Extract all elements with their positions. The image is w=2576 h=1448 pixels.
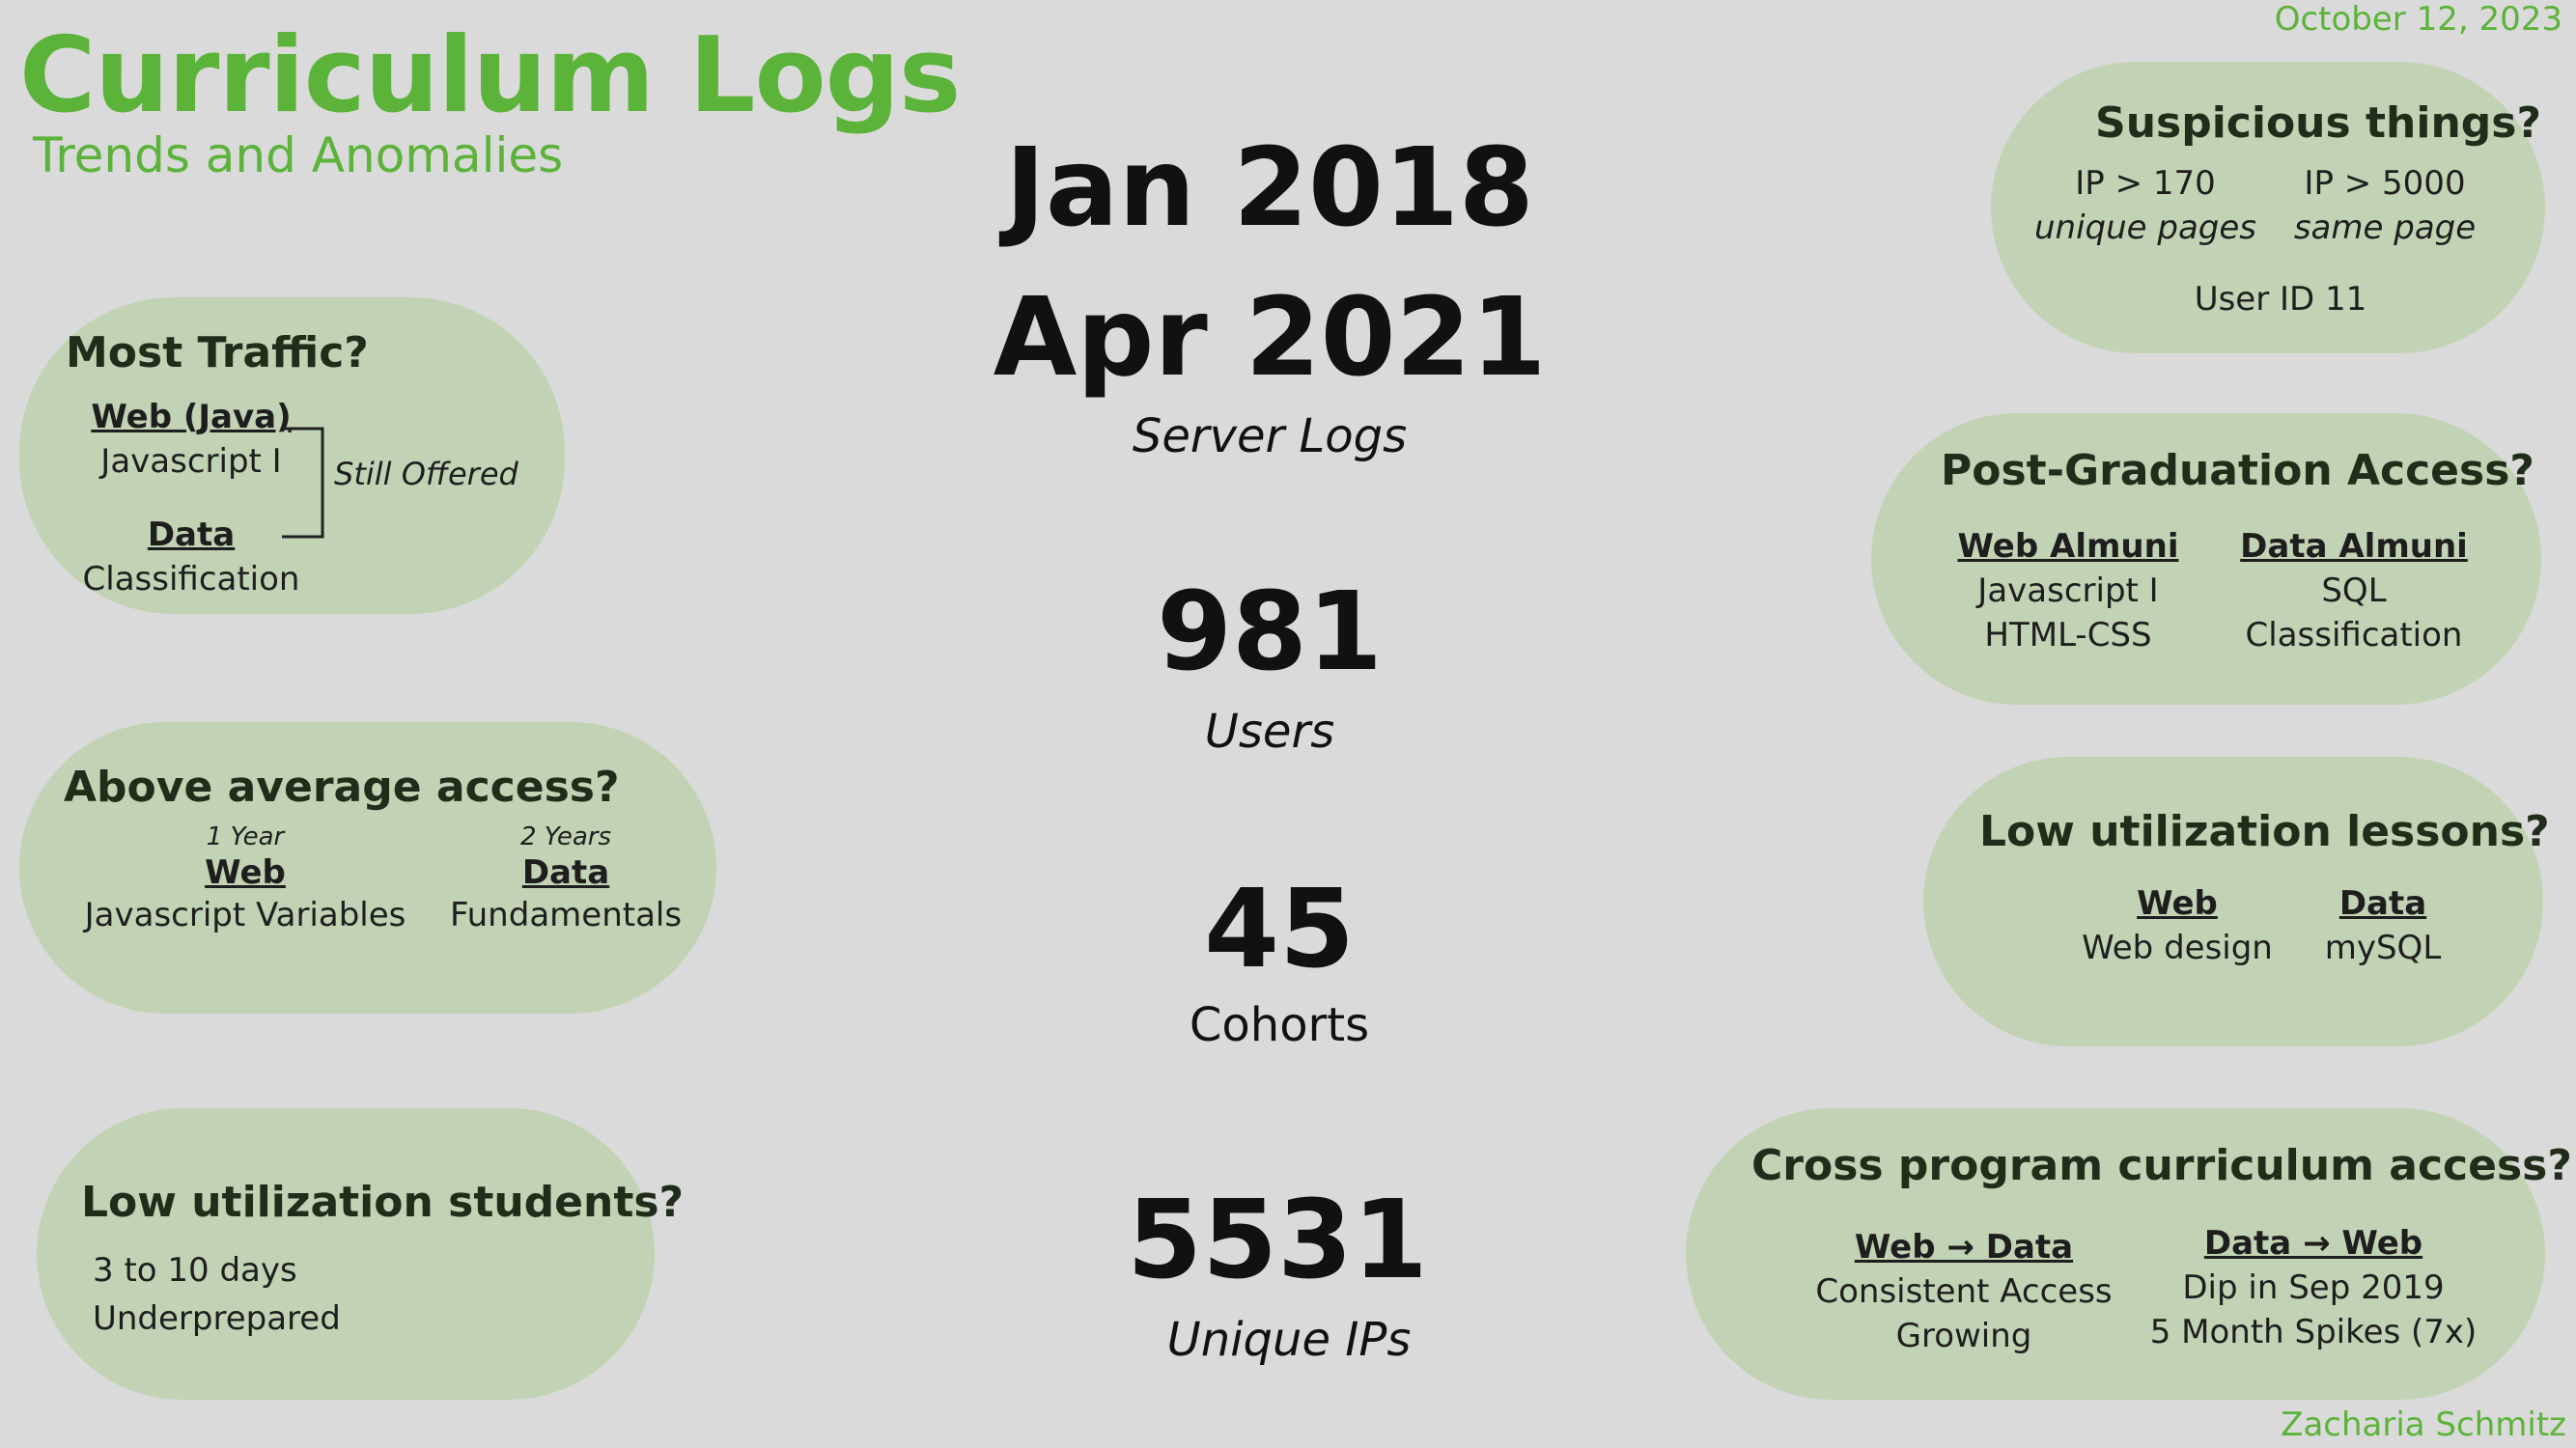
page-title: Curriculum Logs [19,15,961,136]
above-average-data-item: Fundamentals [449,896,683,934]
most-traffic-web-item: Javascript I [100,442,282,481]
low-lessons-data-label: Data [2338,884,2427,923]
post-grad-web-item2: HTML-CSS [1984,616,2152,654]
above-average-card: Above average access? 1 Year Web Javascr… [19,722,716,1014]
start-date: Jan 2018 [1005,125,1534,251]
still-offered-note: Still Offered [334,456,518,492]
low-students-heading: Low utilization students? [81,1178,685,1227]
post-grad-web-label: Web Almuni [1957,527,2179,566]
post-grad-data-label: Data Almuni [2240,527,2468,566]
cross-col2-label: Data → Web [2203,1224,2423,1263]
low-students-line1: 3 to 10 days [93,1251,297,1290]
above-average-web-item: Javascript Variables [84,896,406,934]
suspicious-heading: Suspicious things? [2095,98,2541,148]
most-traffic-heading: Most Traffic? [66,328,369,377]
post-grad-heading: Post-Graduation Access? [1941,446,2534,495]
post-grad-data-item2: Classification [2245,616,2463,654]
bracket-connector [282,427,324,539]
suspicious-col2-line1: IP > 5000 [2304,164,2466,203]
report-date: October 12, 2023 [2274,0,2562,39]
ips-caption: Unique IPs [1166,1313,1412,1367]
post-grad-web-item1: Javascript I [1977,571,2159,610]
end-date: Apr 2021 [993,275,1547,401]
low-lessons-heading: Low utilization lessons? [1979,807,2550,856]
above-average-web-label: Web [205,853,286,892]
page-subtitle: Trends and Anomalies [33,127,564,183]
users-value: 981 [1157,570,1383,695]
above-average-data-label: Data [521,853,610,892]
cohorts-caption: Cohorts [1189,998,1370,1052]
low-students-line2: Underprepared [93,1299,341,1338]
ips-value: 5531 [1127,1178,1428,1303]
cross-col1-label: Web → Data [1854,1228,2074,1267]
low-lessons-web-label: Web [2137,884,2218,923]
post-grad-data-item1: SQL [2321,571,2387,610]
most-traffic-data-item: Classification [82,560,300,599]
cross-col1-item2: Growing [1895,1317,2032,1355]
low-utilization-students-card: Low utilization students? 3 to 10 days U… [37,1108,684,1400]
most-traffic-web-label: Web (Java) [91,398,292,436]
suspicious-footer: User ID 11 [2194,280,2367,319]
suspicious-col2-line2: same page [2293,209,2477,247]
low-utilization-lessons-card: Low utilization lessons? Web Web design … [1923,757,2550,1046]
author-credit: Zacharia Schmitz [2281,1406,2566,1444]
low-lessons-web-item: Web design [2082,929,2273,967]
suspicious-col1-line1: IP > 170 [2075,164,2216,203]
above-average-heading: Above average access? [64,763,620,812]
low-lessons-data-item: mySQL [2324,929,2442,967]
most-traffic-card: Most Traffic? Web (Java) Javascript I Da… [19,297,565,614]
cohorts-value: 45 [1204,867,1355,992]
cross-col2-item2: 5 Month Spikes (7x) [2149,1313,2478,1351]
cross-program-heading: Cross program curriculum access? [1751,1141,2572,1190]
users-caption: Users [1204,705,1335,759]
web-period: 1 Year [206,822,285,851]
server-logs-caption: Server Logs [1132,409,1408,463]
cross-col1-item1: Consistent Access [1815,1272,2113,1311]
post-graduation-card: Post-Graduation Access? Web Almuni Javas… [1871,413,2541,705]
cross-col2-item1: Dip in Sep 2019 [2182,1268,2445,1307]
cross-program-card: Cross program curriculum access? Web → D… [1686,1108,2572,1400]
most-traffic-data-label: Data [147,515,236,554]
suspicious-things-card: Suspicious things? IP > 170 unique pages… [1991,62,2545,353]
data-period: 2 Years [520,822,611,851]
suspicious-col1-line2: unique pages [2033,209,2257,247]
